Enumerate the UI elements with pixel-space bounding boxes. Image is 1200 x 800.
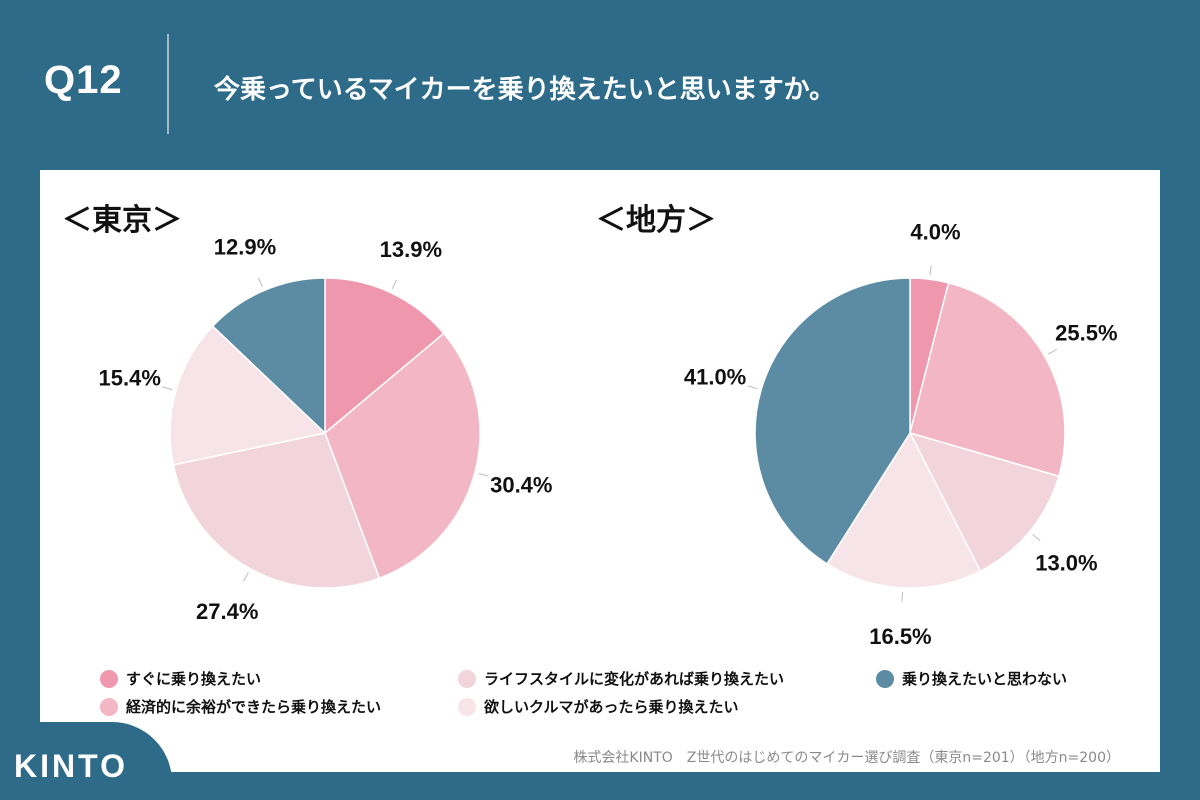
data-label: 4.0% — [910, 220, 960, 245]
leader-line — [243, 572, 249, 582]
legend-item-keizai: 経済的に余裕ができたら乗り換えたい — [100, 696, 381, 717]
legend-label: すぐに乗り換えたい — [126, 670, 262, 688]
legend: すぐに乗り換えたい ライフスタイルに変化があれば乗り換えたい 乗り換えたいと思わ… — [100, 668, 1140, 728]
legend-label: ライフスタイルに変化があれば乗り換えたい — [484, 670, 785, 688]
legend-label: 欲しいクルマがあったら乗り換えたい — [484, 698, 739, 716]
data-label: 12.9% — [214, 234, 276, 259]
data-label: 27.4% — [196, 599, 258, 624]
legend-label: 乗り換えたいと思わない — [902, 670, 1068, 688]
leader-line — [478, 473, 489, 477]
pie-slice — [754, 277, 911, 565]
legend-item-hoshii: 欲しいクルマがあったら乗り換えたい — [458, 696, 739, 717]
leader-line — [162, 386, 173, 391]
leader-line — [257, 277, 263, 288]
leader-line — [929, 265, 932, 276]
data-label: 41.0% — [684, 364, 746, 389]
pie-slice — [324, 332, 481, 580]
data-label: 16.5% — [869, 624, 931, 649]
chart-title-tokyo: ＜東京＞ — [62, 203, 182, 238]
leader-line — [1032, 533, 1041, 542]
source-note: 株式会社KINTO Z世代のはじめてのマイカー選び調査（東京n=201）（地方n… — [573, 750, 1120, 766]
data-label: 30.4% — [490, 473, 552, 498]
kinto-logo: KINTO — [14, 748, 128, 784]
legend-dot — [458, 669, 476, 688]
question-number: Q12 — [44, 58, 123, 102]
legend-dot — [876, 669, 894, 688]
pie-slice — [825, 431, 982, 589]
pie-chiho: 4.0% 25.5% 13.0% 16.5% 41.0% — [684, 220, 1118, 649]
logo-tab — [0, 722, 172, 800]
chart-panel: ＜東京＞ ＜地方＞ 13.9% 30.4% 27.4% 15.4% 12.9% 4.0%… — [40, 170, 1160, 772]
pie-slice — [324, 277, 445, 435]
pie-charts: ＜東京＞ ＜地方＞ 13.9% 30.4% 27.4% 15.4% 12.9% 4.0%… — [62, 203, 1118, 649]
data-label: 25.5% — [1055, 320, 1117, 345]
pie-tokyo: 13.9% 30.4% 27.4% 15.4% 12.9% — [99, 234, 553, 623]
legend-label: 経済的に余裕ができたら乗り換えたい — [126, 698, 382, 716]
legend-dot — [458, 697, 476, 716]
leader-line — [1047, 348, 1058, 355]
pie-slice — [908, 431, 1060, 573]
leader-line — [391, 279, 397, 290]
legend-item-lifestyle: ライフスタイルに変化があれば乗り換えたい — [458, 668, 784, 689]
question-title: 今乗っているマイカーを乗り換えたいと思いますか。 — [214, 75, 836, 105]
data-label: 13.9% — [380, 237, 442, 262]
leader-line — [747, 385, 758, 390]
legend-dot — [100, 669, 118, 688]
pie-slice — [172, 432, 381, 589]
legend-item-omowanai: 乗り換えたいと思わない — [876, 668, 1067, 689]
pie-slice — [909, 281, 1066, 478]
data-label: 15.4% — [99, 366, 161, 391]
legend-item-sugu: すぐに乗り換えたい — [100, 668, 261, 689]
header-divider — [167, 34, 169, 134]
chart-title-chiho: ＜地方＞ — [596, 203, 716, 238]
pie-slice — [169, 325, 327, 466]
data-label: 13.0% — [1035, 550, 1097, 575]
legend-dot — [100, 697, 118, 716]
pie-slice — [211, 277, 326, 435]
